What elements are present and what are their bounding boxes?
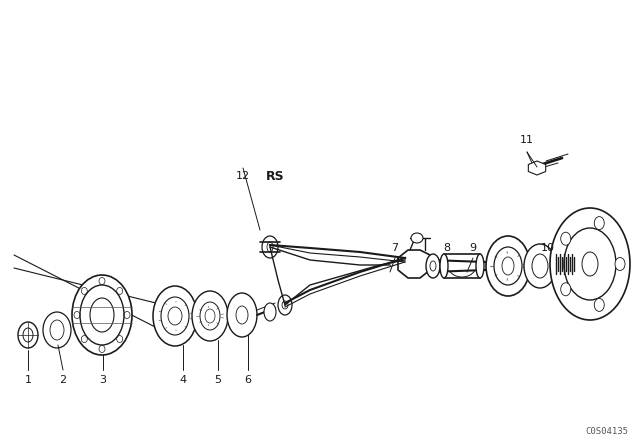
Text: 2: 2	[60, 375, 67, 385]
Text: 12: 12	[236, 171, 250, 181]
Ellipse shape	[411, 233, 423, 243]
Text: 11: 11	[520, 135, 534, 145]
Ellipse shape	[426, 254, 440, 278]
Ellipse shape	[264, 303, 276, 321]
Text: C0S04135: C0S04135	[585, 427, 628, 436]
Text: 4: 4	[179, 375, 187, 385]
Ellipse shape	[72, 275, 132, 355]
Text: 6: 6	[244, 375, 252, 385]
Ellipse shape	[550, 208, 630, 320]
Ellipse shape	[595, 216, 604, 230]
Ellipse shape	[262, 236, 278, 258]
Text: 1: 1	[24, 375, 31, 385]
Ellipse shape	[192, 291, 228, 341]
Ellipse shape	[440, 254, 448, 278]
Ellipse shape	[524, 244, 556, 288]
Ellipse shape	[278, 295, 292, 315]
Ellipse shape	[227, 293, 257, 337]
Ellipse shape	[153, 286, 197, 346]
Polygon shape	[529, 161, 546, 175]
Text: 9: 9	[469, 243, 477, 253]
Text: 10: 10	[541, 243, 555, 253]
Ellipse shape	[476, 254, 484, 278]
Text: 5: 5	[214, 375, 221, 385]
Text: 3: 3	[99, 375, 106, 385]
Ellipse shape	[595, 298, 604, 311]
Ellipse shape	[615, 258, 625, 271]
Ellipse shape	[561, 283, 571, 296]
Text: RS: RS	[266, 169, 284, 182]
Ellipse shape	[486, 236, 530, 296]
Text: 8: 8	[444, 243, 451, 253]
Text: 7: 7	[392, 243, 399, 253]
Ellipse shape	[561, 232, 571, 245]
